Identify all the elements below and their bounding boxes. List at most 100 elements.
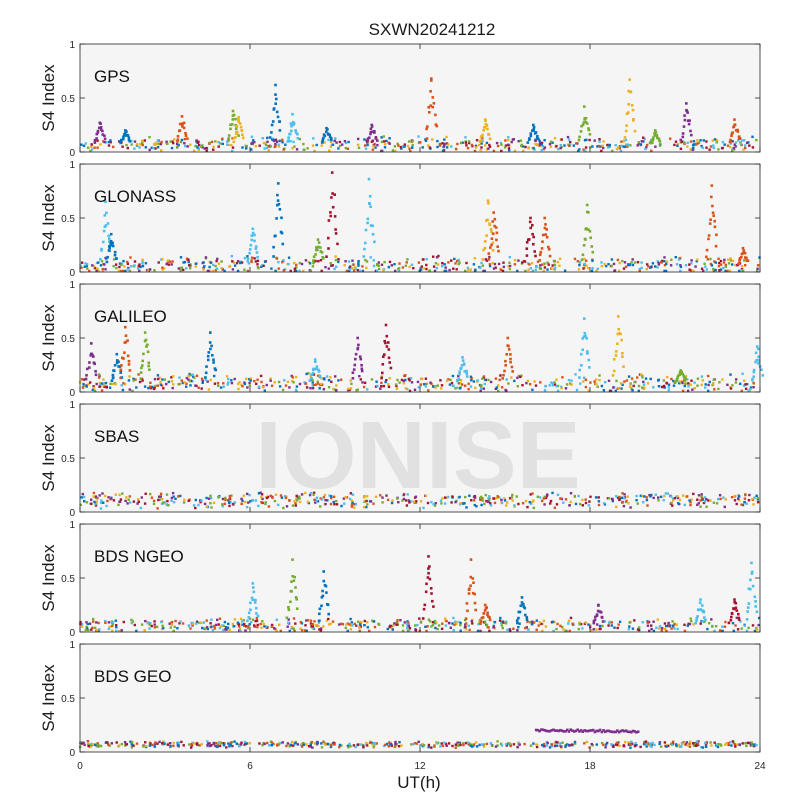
noise-point bbox=[394, 269, 397, 273]
noise-point bbox=[82, 144, 86, 147]
spike-point bbox=[247, 611, 251, 615]
noise-point bbox=[356, 143, 360, 147]
spike-point bbox=[526, 141, 530, 144]
noise-point bbox=[663, 256, 666, 259]
spike-point bbox=[329, 211, 332, 214]
noise-point bbox=[675, 495, 678, 498]
noise-point bbox=[93, 389, 97, 392]
spike-point bbox=[256, 255, 259, 259]
spike-point bbox=[688, 119, 691, 122]
noise-point bbox=[212, 741, 215, 745]
noise-point bbox=[708, 622, 711, 625]
noise-point bbox=[496, 495, 499, 498]
noise-point bbox=[311, 384, 314, 387]
noise-point bbox=[357, 620, 360, 623]
noise-point bbox=[287, 256, 291, 259]
noise-point bbox=[631, 258, 634, 261]
noise-point bbox=[595, 382, 598, 386]
noise-point bbox=[496, 744, 499, 747]
noise-point bbox=[114, 619, 117, 622]
noise-point bbox=[670, 377, 673, 381]
noise-point bbox=[191, 741, 194, 744]
x-tick-label: 24 bbox=[754, 761, 766, 772]
noise-point bbox=[356, 269, 360, 272]
noise-points bbox=[79, 254, 761, 273]
noise-point bbox=[410, 500, 413, 503]
spike-point bbox=[383, 353, 386, 356]
noise-point bbox=[231, 622, 234, 626]
noise-point bbox=[630, 261, 633, 264]
noise-point bbox=[551, 491, 554, 495]
noise-point bbox=[381, 496, 384, 499]
spike-point bbox=[428, 111, 431, 114]
noise-point bbox=[222, 744, 226, 747]
spike-point bbox=[736, 130, 740, 133]
noise-point bbox=[516, 746, 519, 749]
noise-point bbox=[690, 379, 693, 382]
noise-point bbox=[740, 389, 743, 393]
noise-point bbox=[590, 629, 593, 632]
spike-point bbox=[322, 257, 325, 260]
spike-point bbox=[247, 616, 251, 619]
noise-point bbox=[750, 741, 753, 744]
spike-point bbox=[232, 140, 236, 144]
noise-point bbox=[327, 379, 331, 382]
noise-point bbox=[721, 625, 724, 628]
noise-point bbox=[346, 629, 349, 633]
spike-point bbox=[545, 235, 549, 239]
noise-point bbox=[424, 625, 427, 628]
noise-point bbox=[420, 265, 423, 268]
noise-point bbox=[123, 741, 127, 744]
noise-point bbox=[604, 746, 607, 749]
spike-peak bbox=[653, 129, 657, 132]
spike-point bbox=[545, 228, 548, 231]
noise-point bbox=[233, 618, 237, 621]
noise-point bbox=[738, 743, 741, 746]
noise-point bbox=[425, 382, 428, 385]
spike-point bbox=[275, 110, 279, 114]
noise-point bbox=[689, 617, 692, 620]
spike-point bbox=[108, 240, 111, 243]
noise-point bbox=[717, 387, 720, 391]
noise-point bbox=[733, 143, 736, 146]
spike-point bbox=[592, 621, 596, 625]
noise-point bbox=[648, 744, 652, 747]
spike-point bbox=[124, 340, 128, 344]
noise-point bbox=[313, 620, 316, 623]
noise-point bbox=[159, 380, 162, 384]
noise-point bbox=[690, 259, 693, 262]
noise-point bbox=[595, 628, 598, 631]
noise-point bbox=[281, 260, 284, 264]
noise-point bbox=[676, 627, 679, 631]
noise-point bbox=[717, 257, 720, 260]
noise-point bbox=[107, 144, 111, 147]
x-tick-label: 12 bbox=[414, 761, 426, 772]
noise-point bbox=[309, 387, 312, 390]
spike-peak bbox=[506, 336, 510, 340]
y-tick-label: 0 bbox=[69, 388, 75, 399]
spike-point bbox=[625, 124, 628, 127]
spike-point bbox=[178, 122, 182, 126]
noise-point bbox=[408, 501, 411, 504]
spike-point bbox=[107, 234, 110, 238]
noise-point bbox=[749, 387, 752, 391]
noise-point bbox=[289, 743, 292, 746]
spike-point bbox=[734, 606, 738, 610]
band-point bbox=[604, 730, 607, 734]
noise-point bbox=[591, 267, 594, 270]
noise-point bbox=[155, 625, 159, 629]
noise-point bbox=[149, 492, 152, 496]
noise-point bbox=[108, 625, 111, 628]
noise-point bbox=[412, 742, 415, 746]
spike-point bbox=[385, 345, 389, 348]
spike-point bbox=[497, 249, 500, 253]
noise-point bbox=[246, 255, 249, 258]
noise-point bbox=[565, 383, 569, 386]
spike-peak bbox=[679, 369, 682, 372]
noise-point bbox=[402, 493, 405, 497]
spike-point bbox=[312, 367, 315, 371]
noise-point bbox=[562, 501, 565, 504]
noise-point bbox=[335, 389, 338, 392]
spike-point bbox=[751, 378, 754, 381]
noise-point bbox=[312, 627, 315, 630]
